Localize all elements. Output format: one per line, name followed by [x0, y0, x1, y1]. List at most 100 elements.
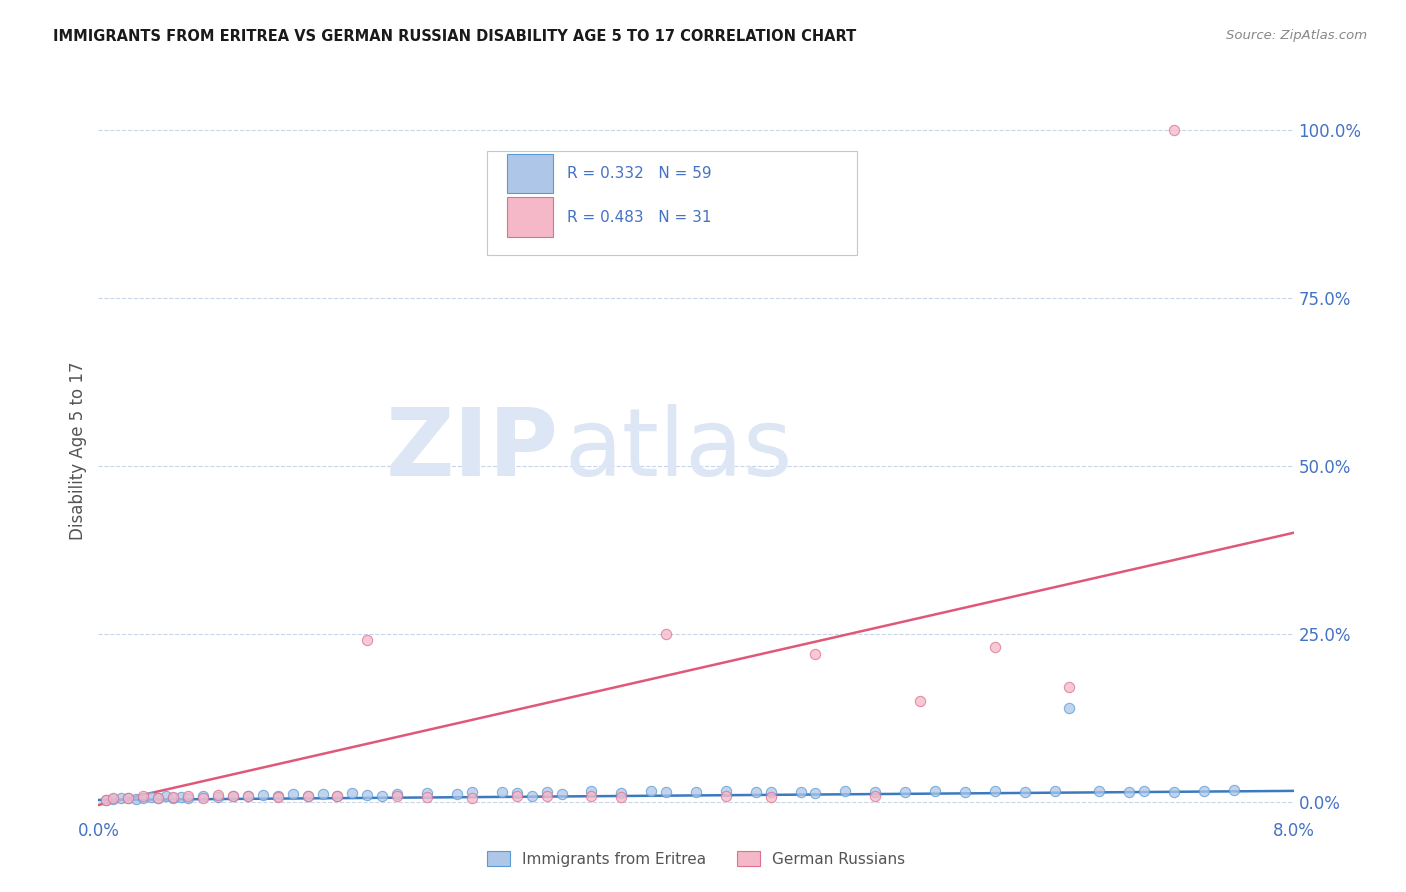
Point — [177, 789, 200, 803]
Point — [207, 789, 229, 804]
Point — [1088, 784, 1111, 798]
Point — [1192, 784, 1215, 798]
Point — [894, 784, 917, 798]
Point — [581, 784, 603, 798]
Point — [267, 789, 290, 803]
Point — [162, 789, 184, 804]
Point — [865, 785, 887, 799]
Point — [1163, 122, 1185, 136]
Point — [117, 790, 139, 805]
Point — [162, 791, 184, 805]
Point — [117, 790, 139, 805]
Point — [550, 787, 572, 801]
Point — [804, 786, 827, 800]
Point — [103, 792, 125, 806]
Point — [759, 785, 782, 799]
Point — [908, 694, 931, 708]
Point — [148, 791, 170, 805]
Point — [1133, 784, 1156, 798]
Point — [1014, 784, 1036, 798]
Point — [520, 789, 543, 803]
Point — [1059, 681, 1081, 695]
Point — [865, 789, 887, 804]
Point — [491, 784, 513, 798]
Point — [385, 787, 409, 801]
Text: IMMIGRANTS FROM ERITREA VS GERMAN RUSSIAN DISABILITY AGE 5 TO 17 CORRELATION CHA: IMMIGRANTS FROM ERITREA VS GERMAN RUSSIA… — [53, 29, 856, 45]
Point — [191, 789, 214, 804]
Point — [984, 784, 1007, 798]
Point — [297, 789, 319, 804]
Point — [94, 792, 117, 806]
Point — [356, 633, 378, 648]
Point — [1043, 784, 1066, 798]
Point — [1118, 784, 1140, 798]
Point — [139, 789, 162, 804]
Point — [506, 786, 529, 800]
Point — [655, 784, 678, 798]
Text: Source: ZipAtlas.com: Source: ZipAtlas.com — [1226, 29, 1367, 43]
Point — [610, 789, 633, 804]
Text: R = 0.332   N = 59: R = 0.332 N = 59 — [567, 166, 711, 181]
Point — [461, 790, 484, 805]
Point — [640, 784, 662, 798]
Point — [222, 789, 245, 803]
Text: ZIP: ZIP — [385, 404, 558, 497]
Point — [132, 791, 155, 805]
Point — [132, 789, 155, 804]
Legend: Immigrants from Eritrea, German Russians: Immigrants from Eritrea, German Russians — [481, 845, 911, 872]
Point — [1163, 784, 1185, 798]
Point — [446, 787, 468, 801]
Point — [804, 647, 827, 661]
Point — [252, 788, 274, 802]
Point — [984, 640, 1007, 654]
Point — [610, 786, 633, 800]
FancyBboxPatch shape — [508, 153, 553, 194]
Point — [714, 784, 737, 798]
Point — [834, 784, 856, 798]
Point — [207, 788, 229, 802]
Point — [416, 786, 439, 800]
Point — [789, 784, 811, 798]
Point — [1223, 783, 1246, 797]
Point — [110, 791, 132, 805]
Point — [356, 788, 378, 802]
Point — [311, 787, 333, 801]
Point — [342, 786, 364, 800]
FancyBboxPatch shape — [486, 151, 858, 255]
Point — [1059, 700, 1081, 714]
Point — [148, 790, 170, 805]
Point — [236, 789, 259, 803]
Point — [281, 787, 304, 801]
Point — [581, 789, 603, 804]
Point — [155, 789, 177, 804]
Y-axis label: Disability Age 5 to 17: Disability Age 5 to 17 — [69, 361, 87, 540]
Point — [236, 789, 259, 804]
Point — [461, 785, 484, 799]
Point — [371, 789, 394, 803]
Point — [267, 789, 290, 804]
Point — [416, 789, 439, 804]
Point — [953, 784, 976, 798]
FancyBboxPatch shape — [508, 197, 553, 237]
Text: R = 0.483   N = 31: R = 0.483 N = 31 — [567, 210, 711, 225]
Text: atlas: atlas — [565, 404, 793, 497]
Point — [297, 789, 319, 804]
Point — [759, 789, 782, 804]
Point — [125, 792, 148, 806]
Point — [177, 790, 200, 805]
Point — [685, 785, 707, 799]
Point — [506, 789, 529, 804]
Point — [536, 789, 558, 803]
Point — [222, 789, 245, 804]
Point — [326, 789, 349, 803]
Point — [655, 626, 678, 640]
Point — [385, 789, 409, 804]
Point — [94, 792, 117, 806]
Point — [326, 789, 349, 803]
Point — [924, 784, 946, 798]
Point — [169, 789, 191, 804]
Point — [714, 789, 737, 804]
Point — [191, 790, 214, 805]
Point — [536, 785, 558, 799]
Point — [103, 791, 125, 805]
